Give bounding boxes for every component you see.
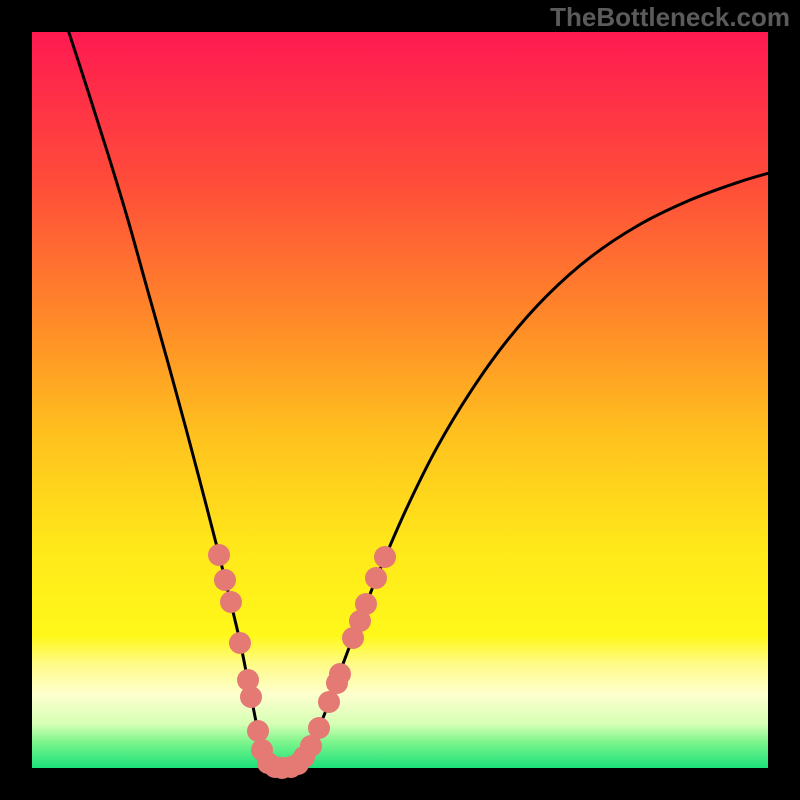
data-point <box>214 569 236 591</box>
data-point <box>374 546 396 568</box>
data-point <box>229 632 251 654</box>
watermark: TheBottleneck.com <box>550 2 790 33</box>
data-point <box>318 691 340 713</box>
chart-container: TheBottleneck.com <box>0 0 800 800</box>
data-point <box>308 717 330 739</box>
data-point <box>355 593 377 615</box>
data-point <box>208 544 230 566</box>
data-point <box>220 591 242 613</box>
plot-area <box>32 32 768 768</box>
bottleneck-curve <box>69 32 768 768</box>
curve-svg <box>32 32 768 768</box>
data-point <box>365 567 387 589</box>
data-point <box>329 663 351 685</box>
data-point <box>240 686 262 708</box>
